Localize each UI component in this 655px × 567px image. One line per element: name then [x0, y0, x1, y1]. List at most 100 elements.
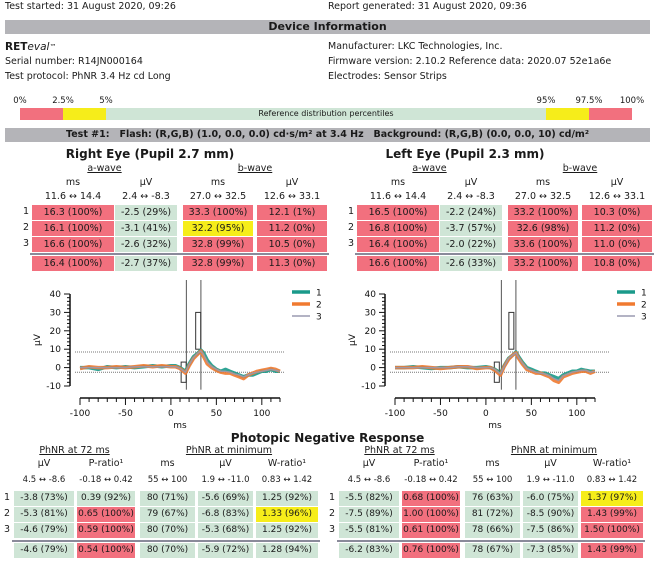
reference-range: 27.0 ↔ 32.5	[514, 191, 572, 202]
reference-range: 12.6 ↔ 33.1	[588, 191, 646, 202]
row-label: 2	[23, 222, 30, 233]
table-cell: -5.3 (81%)	[14, 507, 74, 522]
table-cell: 0.61 (100%)	[402, 523, 460, 538]
table-cell: 16.1 (100%)	[32, 221, 114, 236]
table-cell: 1.25 (92%)	[256, 523, 318, 538]
table-cell: 32.2 (95%)	[183, 221, 253, 236]
table-cell: -5.6 (69%)	[198, 491, 253, 506]
left-eye-title: Left Eye (Pupil 2.3 mm)	[385, 147, 545, 161]
y-axis-label: µV	[348, 333, 358, 346]
column-header: µV	[610, 177, 624, 188]
table-cell: 80 (71%)	[140, 491, 195, 506]
table-cell: 1.28 (94%)	[256, 543, 318, 558]
table-cell: -5.5 (81%)	[339, 523, 399, 538]
table-cell: 33.6 (100%)	[508, 237, 578, 252]
row-label: 2	[348, 222, 355, 233]
x-axis-label: ms	[173, 421, 187, 430]
a-wave-label: a-wave	[87, 163, 122, 174]
reference-range: 2.4 ↔ -8.3	[447, 191, 495, 202]
table-cell: 0.68 (100%)	[402, 491, 460, 506]
column-header: µV	[544, 458, 557, 469]
firmware-version: Firmware version: 2.10.2 Reference data:…	[328, 56, 612, 67]
pct-label-95: 95%	[536, 96, 556, 106]
reference-range: 4.5 ↔ -8.6	[347, 475, 391, 485]
y-tick-label: 30	[365, 308, 377, 318]
right-eye-title: Right Eye (Pupil 2.7 mm)	[65, 147, 235, 161]
row-label: 1	[329, 492, 336, 503]
reference-range: 0.83 ↔ 1.42	[261, 475, 313, 485]
refbar-label: Reference distribution percentiles	[258, 109, 394, 118]
column-header: ms	[160, 458, 175, 469]
phnr-72ms-label: PhNR at 72 ms	[39, 445, 110, 456]
x-tick-label: -50	[433, 409, 448, 419]
reference-range: 11.6 ↔ 14.4	[369, 191, 427, 202]
reference-box	[195, 311, 202, 350]
table-cell: 32.8 (99%)	[183, 237, 253, 252]
row-label: 2	[4, 508, 11, 519]
table-cell: 1.43 (99%)	[581, 507, 643, 522]
column-header: ms	[210, 177, 226, 188]
table-cell: -2.0 (22%)	[440, 237, 502, 252]
refbar-red-low	[20, 108, 63, 120]
pct-label-2-5: 2.5%	[52, 96, 74, 106]
test-started: Test started: 31 August 2020, 09:26	[5, 1, 176, 12]
reference-range: 55 ↔ 100	[472, 475, 513, 485]
table-cell: 32.6 (98%)	[508, 221, 578, 236]
series-line-3	[395, 352, 596, 382]
table-cell: 16.5 (100%)	[357, 205, 439, 220]
column-header: W-ratio¹	[267, 458, 307, 469]
x-tick-label: -50	[118, 409, 133, 419]
device-name: RETeval™	[5, 40, 56, 54]
reference-range: 55 ↔ 100	[147, 475, 188, 485]
reference-range: 1.9 ↔ -11.0	[201, 475, 250, 485]
table-cell: 0.59 (100%)	[77, 523, 135, 538]
reference-range: 11.6 ↔ 14.4	[44, 191, 102, 202]
electrodes: Electrodes: Sensor Strips	[328, 71, 447, 82]
table-cell: 16.3 (100%)	[32, 205, 114, 220]
table-cell: 16.4 (100%)	[32, 256, 114, 271]
y-tick-label: 20	[365, 327, 377, 337]
table-cell: -6.2 (83%)	[339, 543, 399, 558]
reference-range: -0.18 ↔ 0.42	[79, 475, 133, 485]
serial-number: Serial number: R14JN000164	[5, 56, 143, 67]
y-axis-label: µV	[33, 333, 43, 346]
table-cell: -5.9 (72%)	[198, 543, 253, 558]
pct-label-97-5: 97.5%	[575, 96, 603, 106]
table-cell: -6.8 (83%)	[198, 507, 253, 522]
column-header: µV	[37, 458, 51, 469]
table-cell: 12.1 (1%)	[257, 205, 327, 220]
row-label: 3	[348, 238, 355, 249]
summary-separator	[12, 540, 320, 542]
table-cell: 76 (63%)	[465, 491, 520, 506]
summary-separator	[337, 540, 645, 542]
manufacturer: Manufacturer: LKC Technologies, Inc.	[328, 41, 503, 52]
column-header: µV	[285, 177, 299, 188]
table-cell: -7.5 (86%)	[523, 523, 578, 538]
device-info-header: Device Information	[5, 20, 650, 34]
pct-label-5: 5%	[99, 96, 113, 106]
table-cell: 33.3 (100%)	[183, 205, 253, 220]
table-cell: 16.6 (100%)	[32, 237, 114, 252]
column-header: ms	[65, 177, 81, 188]
table-cell: 0.39 (92%)	[77, 491, 135, 506]
table-cell: -3.7 (57%)	[440, 221, 502, 236]
legend-label: 3	[316, 313, 322, 323]
x-tick-label: 100	[253, 409, 270, 419]
column-header: ms	[390, 177, 406, 188]
table-cell: 80 (70%)	[140, 543, 195, 558]
y-tick-label: 10	[365, 345, 377, 355]
table-cell: -2.5 (29%)	[115, 205, 177, 220]
reference-range: 27.0 ↔ 32.5	[189, 191, 247, 202]
table-cell: -2.2 (24%)	[440, 205, 502, 220]
table-cell: 80 (70%)	[140, 523, 195, 538]
column-header: µV	[139, 177, 153, 188]
table-cell: -3.8 (73%)	[14, 491, 74, 506]
table-cell: 1.00 (100%)	[402, 507, 460, 522]
table-cell: 81 (72%)	[465, 507, 520, 522]
y-tick-label: 40	[50, 290, 62, 300]
row-label: 3	[4, 524, 11, 535]
table-cell: 11.2 (0%)	[582, 221, 652, 236]
table-cell: -2.6 (33%)	[440, 256, 502, 271]
